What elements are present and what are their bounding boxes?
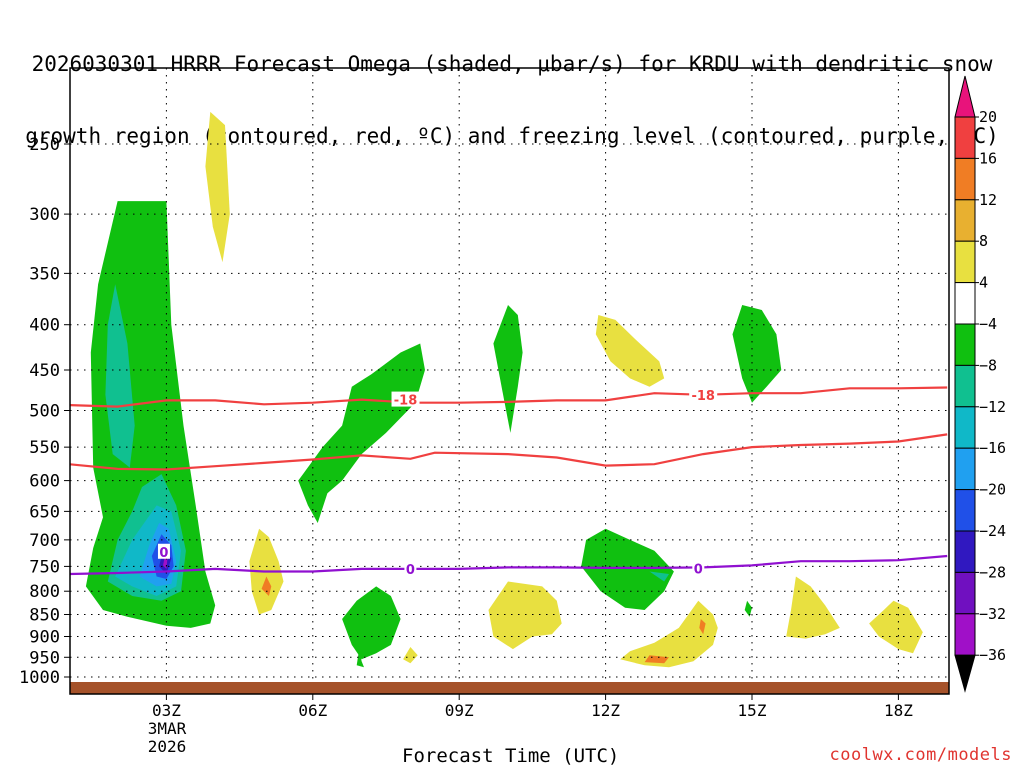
upward-mid-green-4 xyxy=(732,305,782,403)
x-axis-title: Forecast Time (UTC) xyxy=(402,745,620,767)
upward-mid-green-2 xyxy=(493,305,523,433)
date-label-year: 2026 xyxy=(148,737,187,756)
x-tick-label-15Z: 15Z xyxy=(738,701,767,720)
y-tick-label-700: 700 xyxy=(29,531,60,551)
downward-low-yellow-7 xyxy=(869,600,923,654)
colorbar-label-10: −24 xyxy=(979,522,1006,540)
x-tick-label-06Z: 06Z xyxy=(298,701,327,720)
chart-title-line-1: 2026030301 HRRR Forecast Omega (shaded, … xyxy=(31,52,993,76)
downward-mid-yellow-4 xyxy=(595,315,665,387)
colorbar-top-arrow xyxy=(954,75,976,118)
contour-label-bg-3 xyxy=(692,560,705,576)
colorbar-label-3: 8 xyxy=(979,232,988,250)
y-tick-label-250: 250 xyxy=(29,135,60,155)
chart-title-line-2: growth region (contoured, red, ºC) and f… xyxy=(25,124,999,148)
y-tick-label-900: 900 xyxy=(29,627,60,647)
x-tick-label-18Z: 18Z xyxy=(884,701,913,720)
colorbar-bin-6 xyxy=(954,364,976,408)
colorbar-label-11: −28 xyxy=(979,563,1006,581)
y-tick-label-850: 850 xyxy=(29,606,60,626)
upward-low-teal-3 xyxy=(649,571,669,582)
chart-title: 2026030301 HRRR Forecast Omega (shaded, … xyxy=(0,4,1024,172)
contour-label-bg-0 xyxy=(391,391,420,407)
colorbar-bin-8 xyxy=(954,447,976,491)
y-tick-label-400: 400 xyxy=(29,316,60,336)
y-tick-label-300: 300 xyxy=(29,205,60,225)
colorbar-bin-1 xyxy=(954,157,976,201)
downward-low-orange-5 xyxy=(644,655,669,664)
downward-low-orange-6 xyxy=(699,619,706,635)
downward-low-yellow-2 xyxy=(403,647,418,664)
plot-frame xyxy=(69,67,950,695)
contour-freezing_level xyxy=(70,554,948,576)
downward-low-orange-1 xyxy=(261,576,272,596)
colorbar-label-9: −20 xyxy=(979,481,1006,499)
contour-label-bg-4 xyxy=(157,543,170,559)
colorbar-bin-2 xyxy=(954,199,976,242)
colorbar-label-0: 20 xyxy=(979,108,997,126)
contour-label-bg-2 xyxy=(404,560,417,576)
colorbar-bin-11 xyxy=(954,571,976,615)
upward-main-teal xyxy=(105,284,135,468)
x-tick-label-03Z: 03Z xyxy=(152,701,181,720)
x-tick-label-09Z: 09Z xyxy=(445,701,474,720)
y-tick-label-650: 650 xyxy=(29,502,60,522)
colorbar-label-12: −32 xyxy=(979,605,1006,623)
upward-low-green-3 xyxy=(581,528,674,610)
contour-label-0: -18 xyxy=(394,394,418,409)
colorbar-label-2: 12 xyxy=(979,191,997,209)
colorbar-bin-4 xyxy=(954,282,976,325)
upward-mid-green xyxy=(298,343,425,523)
colorbar-bin-3 xyxy=(954,240,976,284)
colorbar-bin-9 xyxy=(954,489,976,532)
colorbar-bin-5 xyxy=(954,323,976,366)
colorbar-label-5: −4 xyxy=(979,315,997,333)
y-tick-label-350: 350 xyxy=(29,264,60,284)
y-tick-label-450: 450 xyxy=(29,361,60,381)
downward-low-yellow-3 xyxy=(488,581,562,650)
colorbar-label-1: 16 xyxy=(979,149,997,167)
y-tick-label-600: 600 xyxy=(29,472,60,492)
y-tick-label-950: 950 xyxy=(29,648,60,668)
y-tick-label-750: 750 xyxy=(29,557,60,577)
x-tick-label-12Z: 12Z xyxy=(591,701,620,720)
colorbar-bin-0 xyxy=(954,116,976,159)
y-tick-label-550: 550 xyxy=(29,438,60,458)
contour-dgz_minus18 xyxy=(70,386,948,408)
colorbar-bin-10 xyxy=(954,530,976,573)
colorbar-label-8: −16 xyxy=(979,439,1006,457)
contour-label-2: 0 xyxy=(406,563,415,578)
upward-low-green-2 xyxy=(356,649,364,668)
contour-label-4: 0 xyxy=(159,546,168,561)
contour-label-bg-1 xyxy=(689,386,718,402)
colorbar-bottom-arrow xyxy=(954,654,976,693)
temperature-contours: -18 -18 0 0 0 xyxy=(70,386,948,578)
omega-shaded-regions xyxy=(85,111,923,668)
colorbar-bin-7 xyxy=(954,406,976,449)
contour-label-1: -18 xyxy=(691,389,715,404)
pressure-axis: 2503003504004505005506006507007508008509… xyxy=(19,135,70,688)
y-tick-label-1000: 1000 xyxy=(19,668,60,688)
time-axis: 3MAR 2026 03Z 06Z 09Z 12Z 15Z 18Z xyxy=(148,694,913,756)
date-label-month: 3MAR xyxy=(148,719,187,738)
ground-surface-bar xyxy=(70,682,949,694)
downward-top-yellow xyxy=(205,111,230,263)
omega-colorbar: 20 16 12 8 4 −4 −8 −12 −16 −20 −24 −28 −32 −36 xyxy=(954,75,1006,693)
y-tick-label-800: 800 xyxy=(29,582,60,602)
contour-dgz_minus12 xyxy=(70,433,948,471)
contour-label-3: 0 xyxy=(694,562,703,577)
downward-low-yellow-5 xyxy=(620,600,718,668)
colorbar-label-7: −12 xyxy=(979,398,1006,416)
colorbar-label-6: −8 xyxy=(979,356,997,374)
upward-low-green-1 xyxy=(342,586,401,660)
colorbar-bin-12 xyxy=(954,613,976,656)
y-tick-label-500: 500 xyxy=(29,402,60,422)
colorbar-label-4: 4 xyxy=(979,274,988,292)
downward-low-yellow-6 xyxy=(786,576,840,639)
colorbar-label-13: −36 xyxy=(979,646,1006,664)
credit-link[interactable]: coolwx.com/models xyxy=(829,745,1012,765)
upward-low-green-5 xyxy=(744,600,752,617)
